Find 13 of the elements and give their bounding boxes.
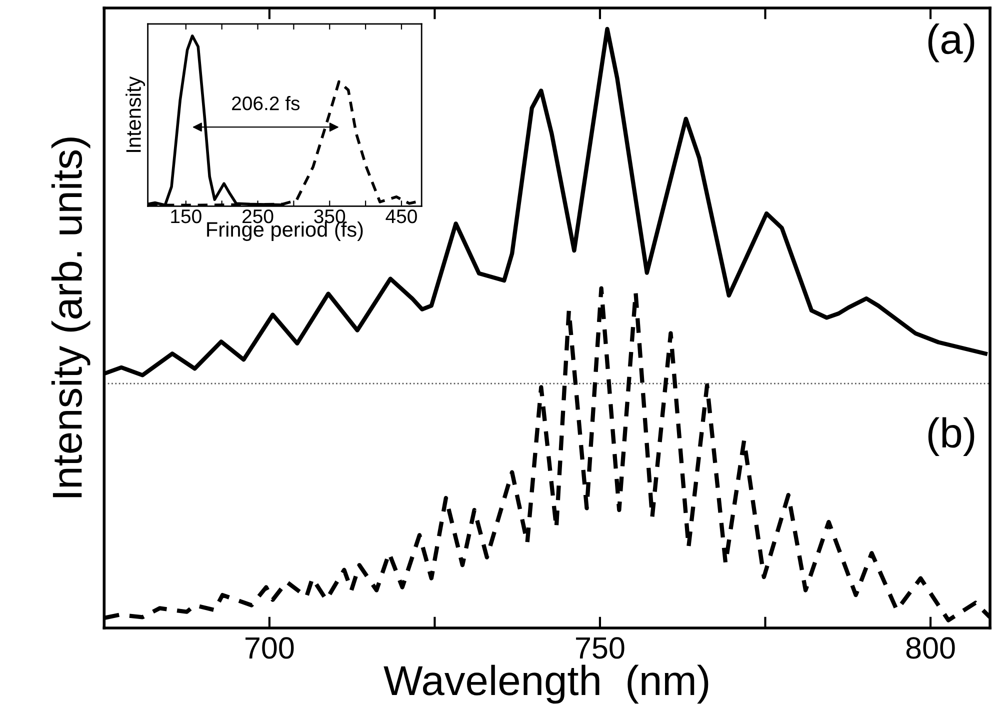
y-axis-title: Intensity <box>126 76 146 152</box>
annotation: 206.2 fs <box>232 96 300 110</box>
x-tick-label: 350 <box>314 209 346 224</box>
x-tick-label: 700 <box>246 637 294 659</box>
x-axis-title: Wavelength (nm) <box>384 664 708 704</box>
x-tick-label: 250 <box>242 209 274 224</box>
x-tick-label: 800 <box>906 637 955 659</box>
annotation: (b) <box>928 417 974 456</box>
x-tick-label: 750 <box>576 637 624 659</box>
x-tick-label: 450 <box>386 209 417 224</box>
y-axis-title: Intensity (arb. units) <box>51 138 90 498</box>
x-tick-label: 150 <box>171 209 202 224</box>
annotation: (a) <box>928 23 974 62</box>
